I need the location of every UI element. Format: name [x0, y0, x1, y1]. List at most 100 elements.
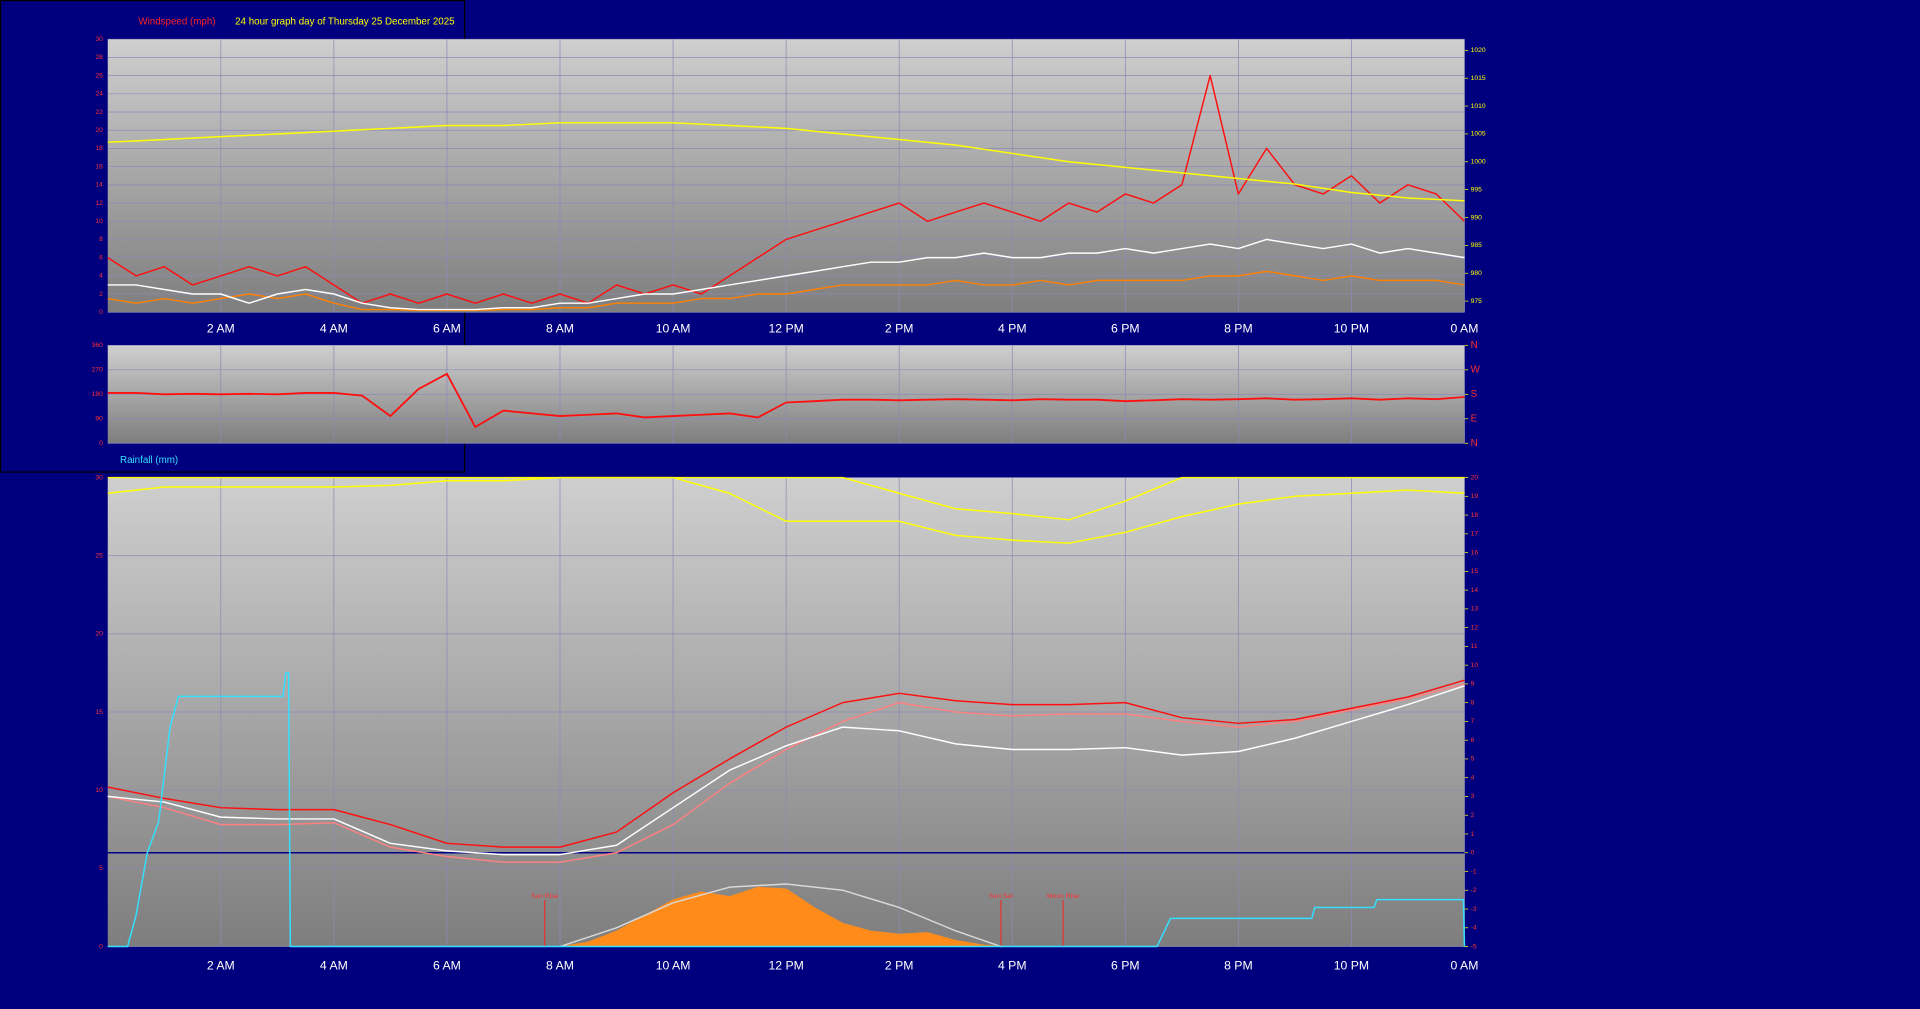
x-tick-label: 2 AM	[207, 322, 235, 336]
x-tick-label: 6 PM	[1111, 322, 1140, 336]
series-line	[107, 476, 1465, 521]
y-tick-label: 20	[95, 127, 103, 134]
y2-tick-label: 19	[1471, 493, 1479, 500]
y2-tick-label: 1010	[1471, 103, 1486, 110]
y2-tick-label: 995	[1471, 186, 1482, 193]
x-tick-label: 6 PM	[1111, 958, 1140, 972]
y2-tick-label: 13	[1471, 606, 1479, 613]
y2-tick-label: W	[1471, 364, 1481, 375]
series-line	[107, 372, 1465, 428]
y-tick-label: 0	[99, 440, 103, 447]
y2-tick-label: 5	[1471, 756, 1475, 763]
y2-tick-label: N	[1471, 438, 1478, 449]
y2-tick-label: 14	[1471, 587, 1479, 594]
y2-tick-label: -3	[1471, 906, 1477, 913]
y2-tick-label: 9	[1471, 681, 1475, 688]
y-tick-label: 0	[99, 943, 103, 950]
series-line	[107, 270, 1465, 312]
y2-tick-label: 980	[1471, 270, 1482, 277]
x-tick-label: 4 AM	[320, 958, 348, 972]
y-tick-label: 6	[99, 254, 103, 261]
x-tick-label: 4 PM	[998, 322, 1027, 336]
y-tick-label: 30	[95, 474, 103, 481]
y2-tick-label: 1015	[1471, 75, 1486, 82]
x-tick-label: 0 AM	[1451, 322, 1479, 336]
y2-tick-label: 0	[1471, 850, 1475, 857]
x-tick-label: 4 AM	[320, 322, 348, 336]
y2-tick-label: 1000	[1471, 159, 1486, 166]
y-tick-label: 20	[95, 631, 103, 638]
y-tick-label: 14	[95, 182, 103, 189]
y2-tick-label: -5	[1471, 943, 1477, 950]
y2-tick-label: 10	[1471, 662, 1479, 669]
y2-tick-label: 985	[1471, 242, 1482, 249]
y2-tick-label: 1005	[1471, 131, 1486, 138]
y2-tick-label: 990	[1471, 214, 1482, 221]
x-tick-label: 8 PM	[1224, 322, 1253, 336]
x-tick-label: 2 PM	[885, 958, 914, 972]
y2-tick-label: 18	[1471, 512, 1479, 519]
x-tick-label: 8 AM	[546, 958, 574, 972]
x-tick-label: 10 PM	[1334, 322, 1369, 336]
x-tick-label: 8 AM	[546, 322, 574, 336]
y-tick-label: 28	[95, 54, 103, 61]
y2-tick-label: 12	[1471, 624, 1479, 631]
y-tick-label: 15	[95, 709, 103, 716]
x-tick-label: 4 PM	[998, 958, 1027, 972]
series-line	[107, 476, 1465, 544]
y-tick-label: 0	[99, 309, 103, 316]
y-tick-label: 30	[95, 36, 103, 43]
x-tick-label: 0 AM	[1451, 958, 1479, 972]
x-tick-label: 6 AM	[433, 958, 461, 972]
y2-tick-label: -1	[1471, 868, 1477, 875]
y-tick-label: 25	[95, 553, 103, 560]
series-line	[107, 679, 1465, 848]
y2-tick-label: 1020	[1471, 47, 1486, 54]
y2-tick-label: -4	[1471, 925, 1477, 932]
y-tick-label: 12	[95, 200, 103, 207]
y2-tick-label: 4	[1471, 774, 1475, 781]
annotation: Sun Set	[989, 893, 1013, 900]
x-tick-label: 2 PM	[885, 322, 914, 336]
y-tick-label: 10	[95, 787, 103, 794]
x-tick-label: 12 PM	[768, 958, 803, 972]
y2-tick-label: 975	[1471, 298, 1482, 305]
x-tick-label: 12 PM	[768, 322, 803, 336]
y-tick-label: 180	[92, 391, 103, 398]
y2-tick-label: 3	[1471, 793, 1475, 800]
y-tick-label: 10	[95, 218, 103, 225]
y2-tick-label: 16	[1471, 549, 1479, 556]
x-tick-label: 2 AM	[207, 958, 235, 972]
series-line	[107, 122, 1465, 202]
series-line	[107, 74, 1466, 304]
y-tick-label: 24	[95, 91, 103, 98]
y2-tick-label: 1	[1471, 831, 1475, 838]
y-tick-label: 8	[99, 236, 103, 243]
y-tick-label: 270	[92, 367, 103, 374]
y-tick-label: 26	[95, 72, 103, 79]
y-tick-label: 18	[95, 145, 103, 152]
x-tick-label: 10 AM	[656, 322, 691, 336]
y2-tick-label: 20	[1471, 474, 1479, 481]
y2-tick-label: E	[1471, 413, 1478, 424]
series-line	[107, 238, 1465, 311]
x-tick-label: 6 AM	[433, 322, 461, 336]
annotation: Sun Rise	[531, 893, 559, 900]
y-tick-label: 360	[92, 342, 103, 349]
y-tick-label: 22	[95, 109, 103, 116]
series-line	[107, 683, 1465, 863]
y-tick-label: 90	[95, 416, 103, 423]
series-line	[559, 883, 1002, 948]
panel-title: Rainfall (mm)	[120, 455, 178, 466]
y2-tick-label: 2	[1471, 812, 1475, 819]
y-tick-label: 5	[99, 865, 103, 872]
y2-tick-label: 17	[1471, 531, 1479, 538]
chart-title: Windspeed (mph)	[138, 17, 215, 28]
y-tick-label: 16	[95, 163, 103, 170]
series-line	[107, 672, 1466, 948]
x-tick-label: 8 PM	[1224, 958, 1253, 972]
y2-tick-label: 6	[1471, 737, 1475, 744]
y-tick-label: 4	[99, 273, 103, 280]
